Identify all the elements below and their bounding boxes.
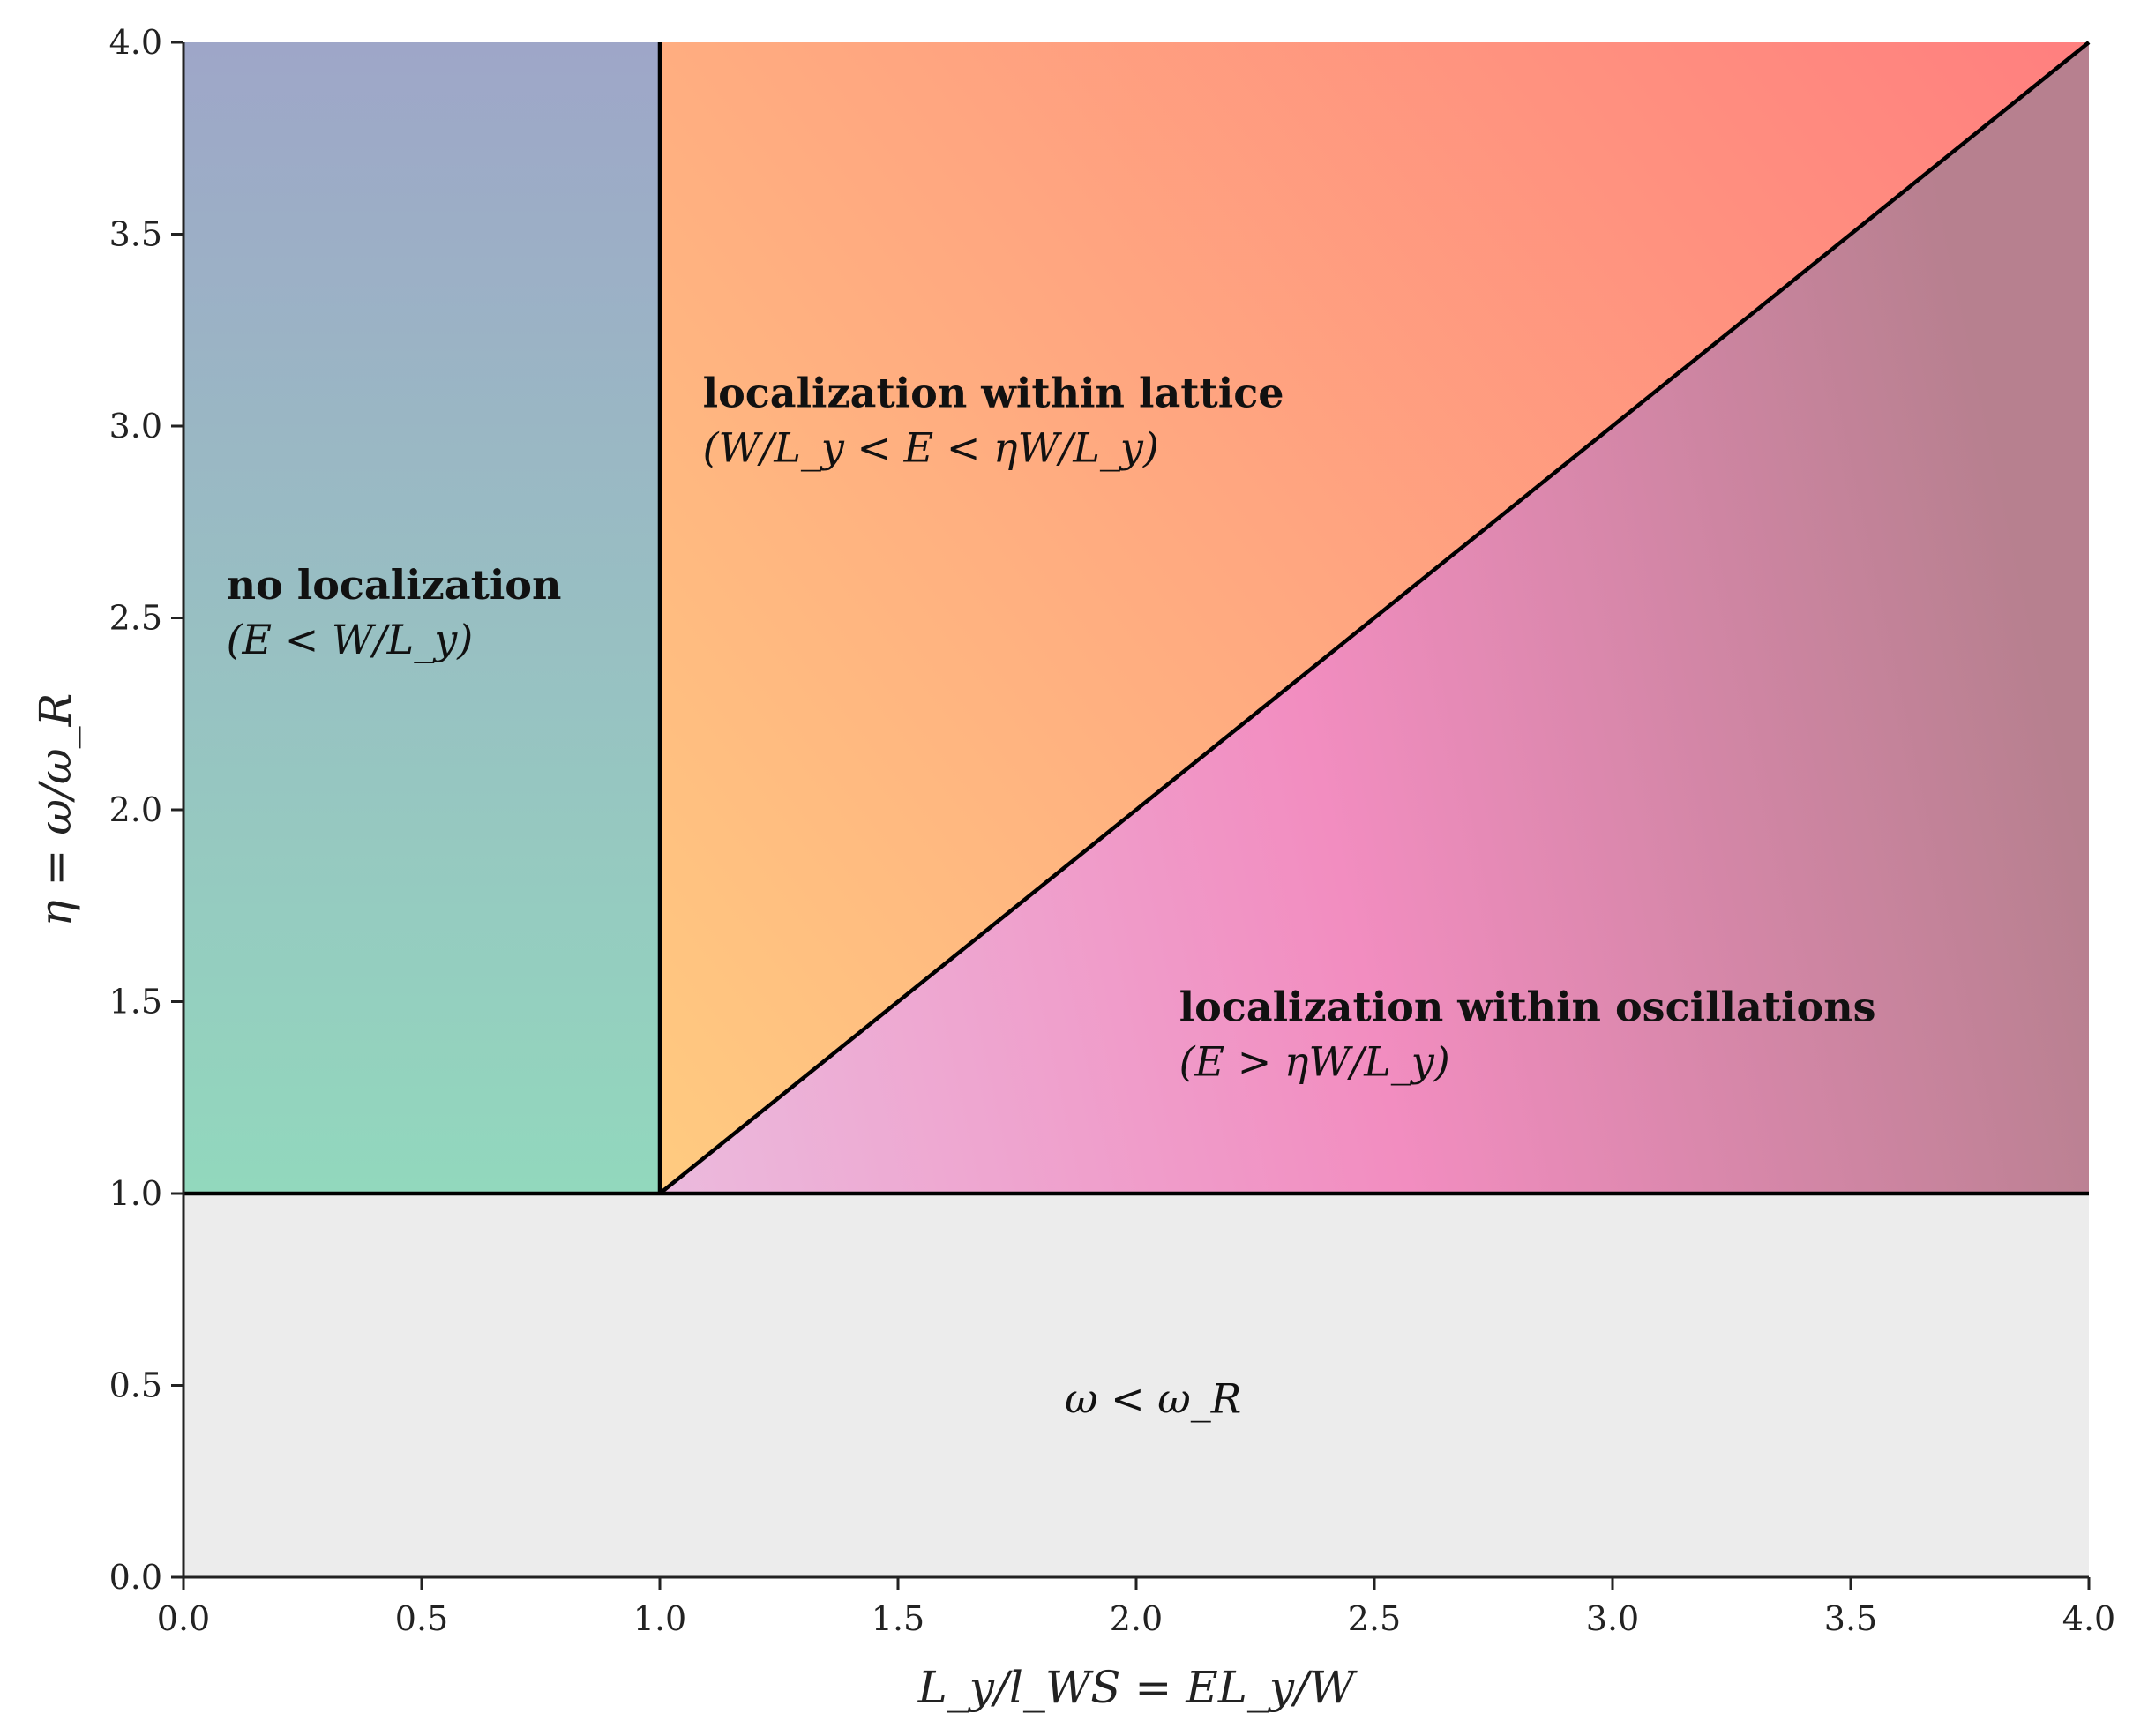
y-tick-label: 1.5 [109, 983, 162, 1021]
y-tick-label: 4.0 [109, 23, 162, 62]
x-tick-label: 1.0 [633, 1599, 686, 1638]
x-tick-label: 0.5 [395, 1599, 448, 1638]
annotation-no-loc-title: no localization [227, 561, 562, 609]
x-tick-label: 2.5 [1348, 1599, 1401, 1638]
y-tick-label: 3.0 [109, 407, 162, 445]
boundary-diagonal [658, 41, 2091, 1195]
y-tick-label: 0.5 [109, 1366, 162, 1405]
x-tick-label: 3.5 [1824, 1599, 1877, 1638]
x-tick-label: 0.0 [157, 1599, 210, 1638]
annotations: no localization (E < W/L_y) localization w… [227, 369, 1876, 1422]
annotation-no-loc-condition: (E < W/L_y) [227, 616, 474, 663]
boundary-lines [183, 41, 2091, 1196]
x-tick-label: 3.0 [1586, 1599, 1639, 1638]
x-tick-label: 1.5 [872, 1599, 924, 1638]
x-axis-title: L_y/l_WS = EL_y/W [917, 1662, 1358, 1713]
annotation-lattice-condition: (W/L_y < E < ηW/L_y) [703, 423, 1159, 471]
region-no-localization [183, 42, 660, 1194]
y-axis-title: η = ω/ω_R [30, 693, 81, 927]
y-tick-label: 3.5 [109, 215, 162, 254]
y-tick-label: 0.0 [109, 1558, 162, 1597]
annotation-below-condition: ω < ω_R [1065, 1375, 1241, 1423]
region-below-resonance [183, 1194, 2089, 1577]
x-tick-label: 4.0 [2062, 1599, 2115, 1638]
annotation-lattice-title: localization within lattice [703, 369, 1284, 416]
annotation-oscillations-title: localization within oscillations [1179, 983, 1876, 1030]
y-tick-label: 1.0 [109, 1174, 162, 1213]
annotation-oscillations-condition: (E > ηW/L_y) [1179, 1037, 1450, 1085]
x-tick-label: 2.0 [1110, 1599, 1163, 1638]
y-tick-label: 2.0 [109, 790, 162, 829]
y-tick-label: 2.5 [109, 599, 162, 638]
ticks: 0.0 0.5 1.0 1.5 2.0 2.5 3.0 3.5 4.0 0.0 0.5 1.0 1.5 2… [109, 23, 2116, 1638]
